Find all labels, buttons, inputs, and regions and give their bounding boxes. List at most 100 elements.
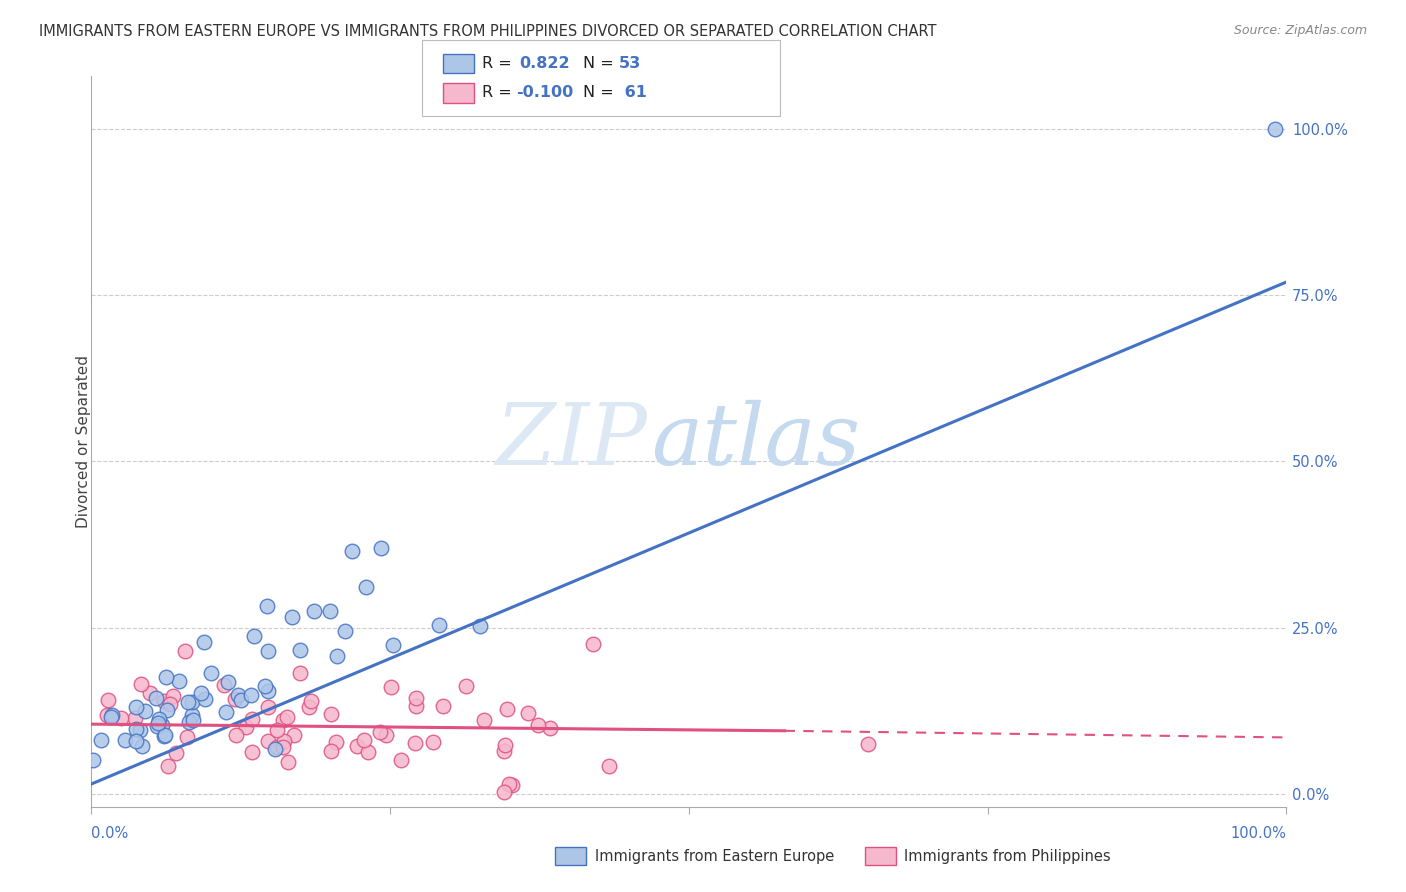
Point	[474, 713, 496, 727]
Point	[326, 648, 349, 663]
Point	[150, 718, 173, 732]
Point	[180, 695, 202, 709]
Point	[288, 665, 311, 680]
Point	[97, 693, 120, 707]
Point	[271, 740, 294, 755]
Point	[174, 644, 197, 658]
Point	[156, 758, 179, 772]
Point	[180, 708, 202, 723]
Point	[432, 698, 454, 713]
Point	[498, 777, 520, 791]
Point	[354, 580, 377, 594]
Point	[582, 637, 605, 651]
Point	[145, 691, 167, 706]
Point	[177, 695, 200, 709]
Point	[321, 707, 343, 722]
Point	[179, 715, 201, 730]
Point	[374, 728, 396, 742]
Point	[225, 728, 247, 742]
Point	[321, 744, 343, 758]
Point	[82, 753, 104, 767]
Point	[162, 690, 184, 704]
Point	[125, 722, 148, 736]
Point	[139, 686, 162, 700]
Point	[156, 703, 179, 717]
Point	[114, 732, 136, 747]
Point	[856, 737, 880, 751]
Point	[153, 728, 176, 742]
Point	[266, 739, 288, 754]
Point	[283, 728, 305, 742]
Point	[256, 683, 278, 698]
Point	[325, 735, 347, 749]
Point	[494, 785, 516, 799]
Point	[125, 733, 148, 747]
Point	[229, 693, 252, 707]
Text: 53: 53	[619, 56, 641, 70]
Point	[129, 723, 152, 737]
Point	[526, 717, 548, 731]
Point	[100, 709, 122, 723]
Point	[456, 679, 478, 693]
Y-axis label: Divorced or Separated: Divorced or Separated	[76, 355, 90, 528]
Point	[382, 639, 405, 653]
Point	[224, 692, 246, 706]
Point	[405, 699, 427, 714]
Point	[319, 604, 342, 618]
Point	[155, 670, 177, 684]
Point	[346, 739, 368, 753]
Point	[495, 702, 517, 716]
Text: 0.822: 0.822	[519, 56, 569, 70]
Point	[422, 735, 444, 749]
Point	[264, 741, 287, 756]
Point	[165, 746, 187, 760]
Text: -0.100: -0.100	[516, 86, 574, 100]
Point	[235, 720, 257, 734]
Point	[240, 712, 263, 726]
Point	[257, 700, 280, 714]
Point	[226, 689, 249, 703]
Point	[271, 713, 294, 727]
Point	[134, 704, 156, 718]
Point	[299, 694, 322, 708]
Point	[152, 729, 174, 743]
Point	[217, 674, 239, 689]
Text: IMMIGRANTS FROM EASTERN EUROPE VS IMMIGRANTS FROM PHILIPPINES DIVORCED OR SEPARA: IMMIGRANTS FROM EASTERN EUROPE VS IMMIGR…	[39, 24, 936, 39]
Point	[90, 732, 112, 747]
Point	[181, 713, 204, 727]
Point	[240, 746, 263, 760]
Point	[405, 690, 427, 705]
Point	[257, 734, 280, 748]
Text: Immigrants from Eastern Europe: Immigrants from Eastern Europe	[595, 849, 834, 863]
Point	[281, 610, 304, 624]
Point	[380, 680, 402, 694]
Point	[215, 705, 238, 719]
Text: 100.0%: 100.0%	[1230, 826, 1286, 841]
Point	[124, 711, 146, 725]
Text: N =: N =	[583, 86, 620, 100]
Point	[516, 706, 538, 721]
Point	[1264, 122, 1286, 136]
Point	[470, 619, 492, 633]
Point	[357, 745, 380, 759]
Point	[494, 739, 516, 753]
Point	[404, 736, 426, 750]
Point	[492, 744, 515, 758]
Point	[389, 753, 412, 767]
Point	[146, 715, 169, 730]
Point	[239, 688, 262, 702]
Text: Source: ZipAtlas.com: Source: ZipAtlas.com	[1233, 24, 1367, 37]
Text: R =: R =	[482, 56, 517, 70]
Text: N =: N =	[583, 56, 620, 70]
Point	[538, 721, 561, 735]
Point	[125, 700, 148, 714]
Text: R =: R =	[482, 86, 517, 100]
Point	[266, 723, 288, 737]
Point	[190, 686, 212, 700]
Text: 0.0%: 0.0%	[91, 826, 128, 841]
Point	[101, 708, 124, 723]
Point	[110, 710, 132, 724]
Point	[598, 759, 620, 773]
Point	[167, 674, 190, 689]
Point	[368, 724, 391, 739]
